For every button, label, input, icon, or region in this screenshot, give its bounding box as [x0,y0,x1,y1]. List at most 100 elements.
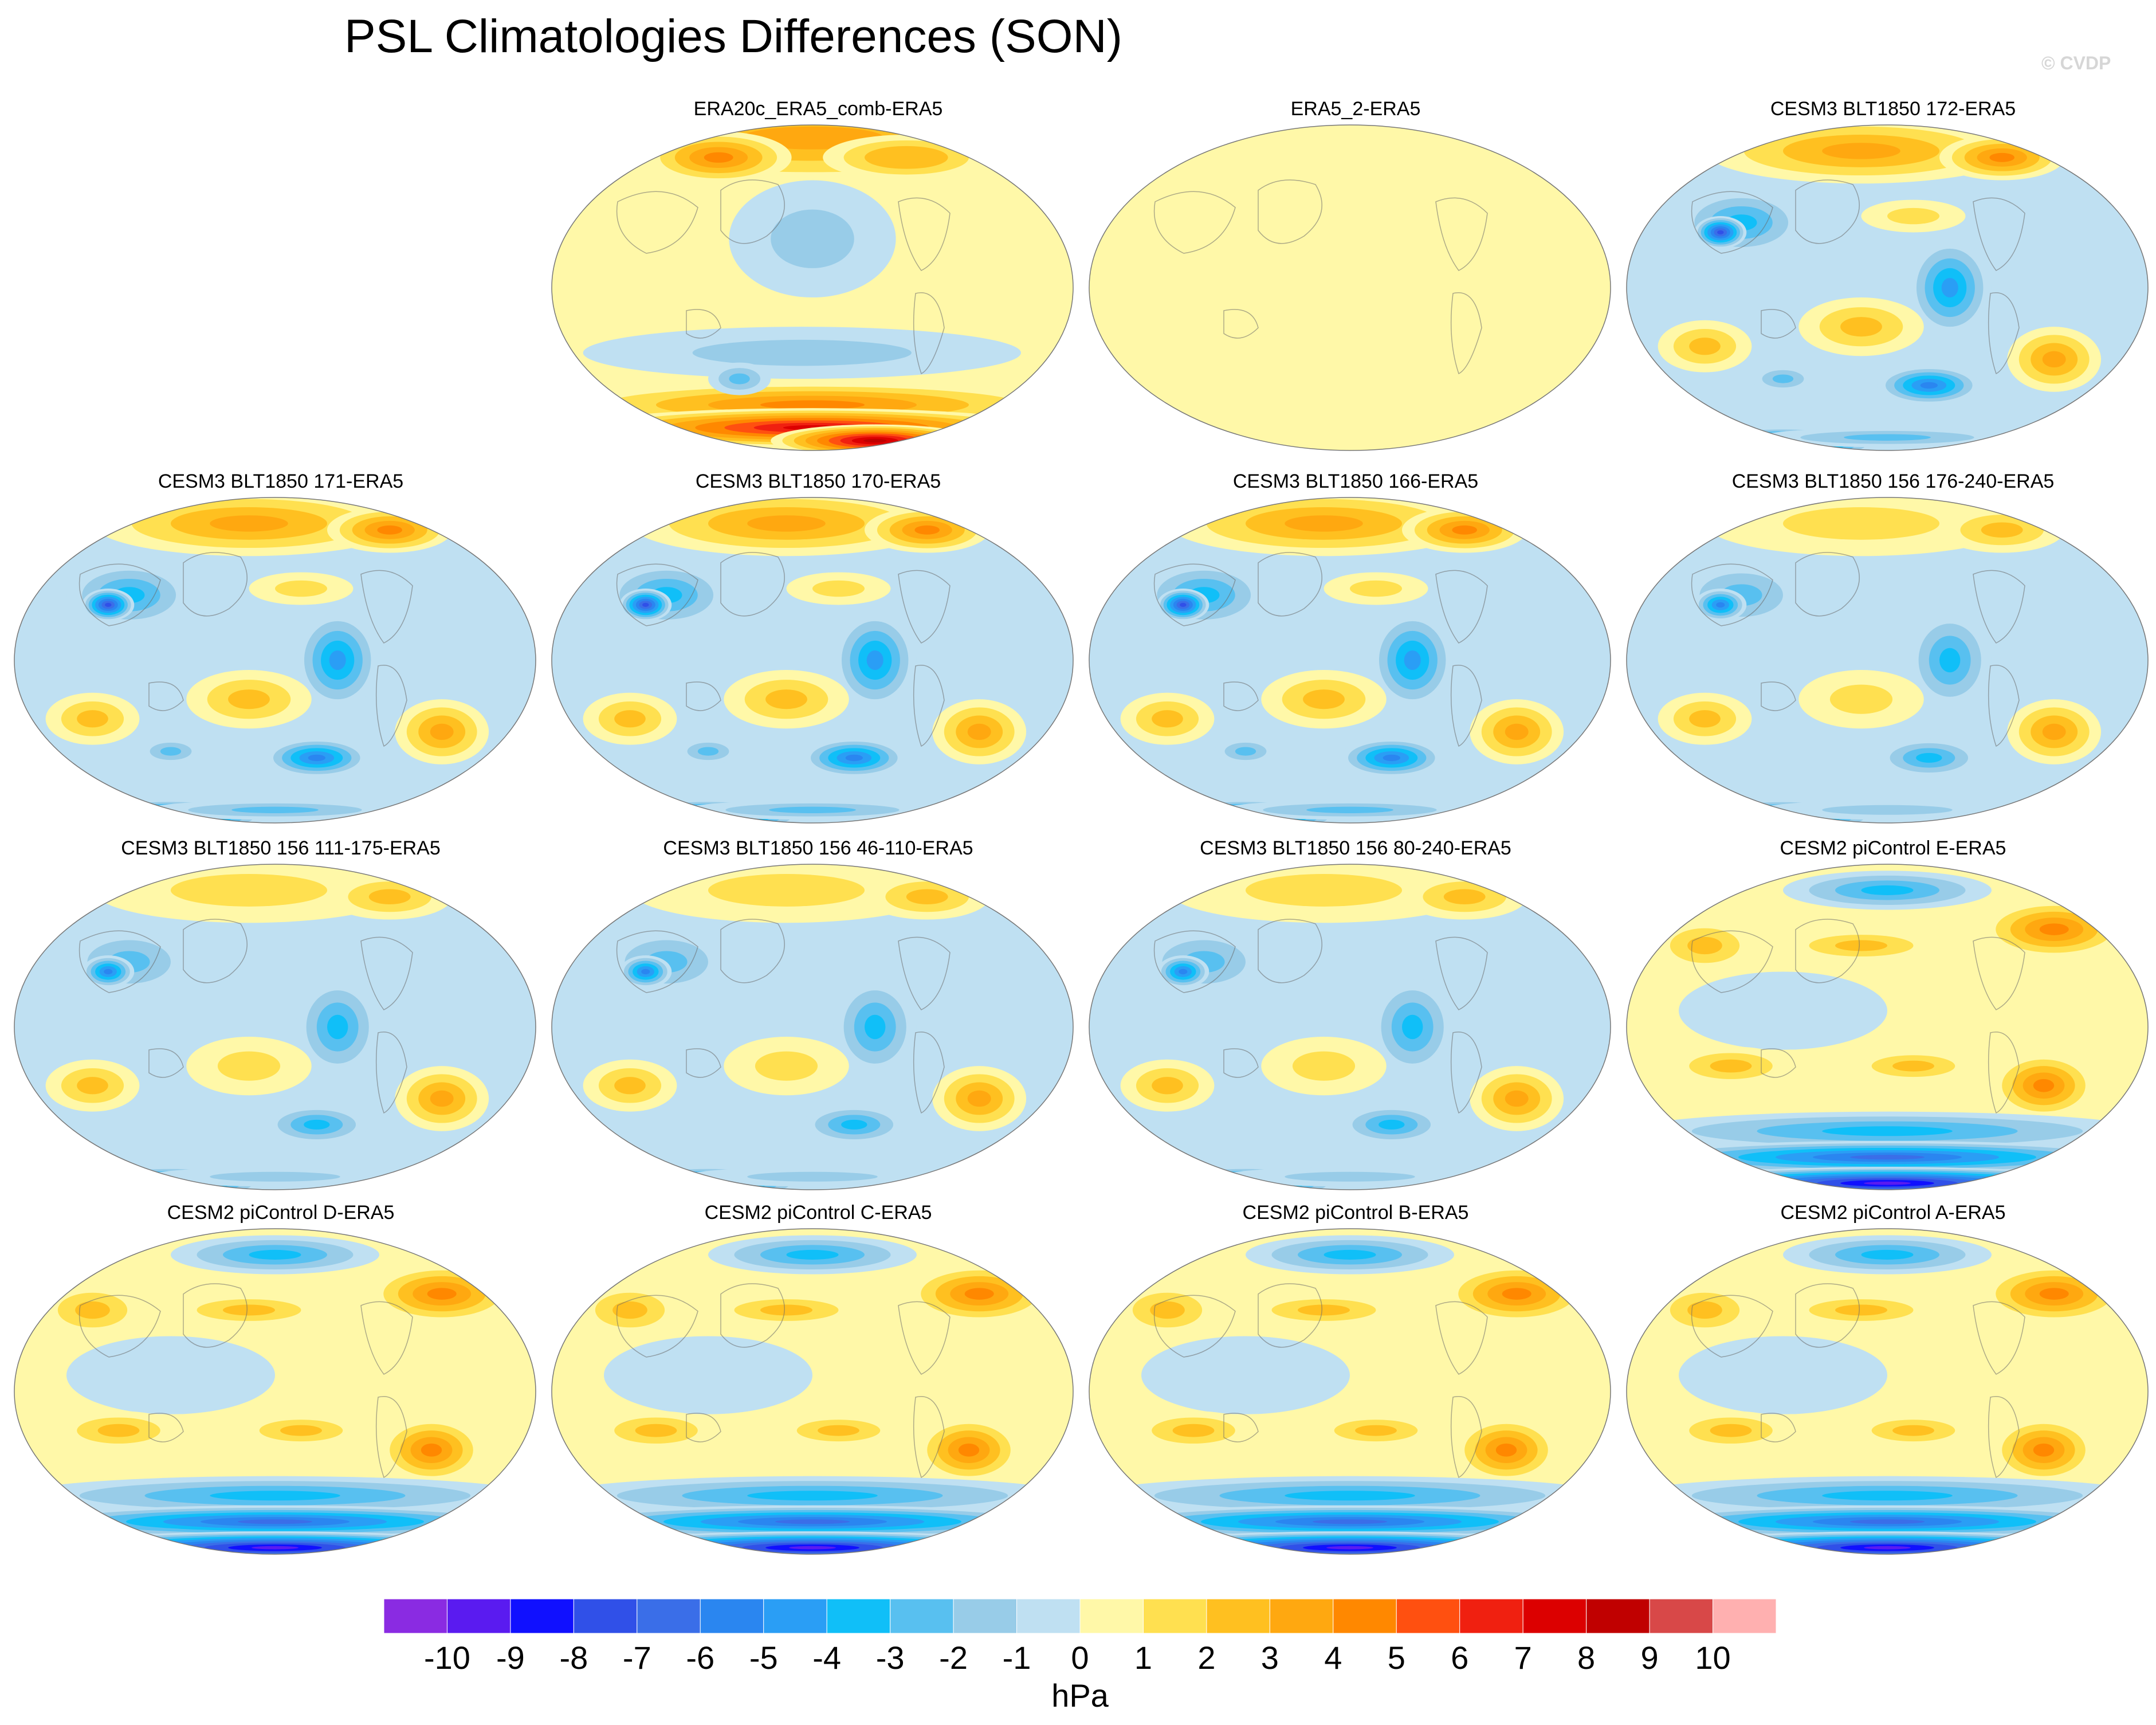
contour-region [1783,507,1939,540]
contour-region [252,1546,299,1550]
panel-title: ERA20c_ERA5_comb-ERA5 [693,98,943,120]
coastline [1223,1048,1259,1078]
map-field [551,497,1074,824]
contour-region [1887,207,1939,225]
map-field [14,497,536,824]
coastline [1795,919,1860,983]
coastline [1761,1048,1796,1078]
map-field [14,864,536,1190]
map-field [1089,497,1611,824]
contour-region [1179,969,1188,975]
coastline [375,1396,407,1479]
contour-region [1285,515,1363,532]
contour-region [1235,814,1256,818]
coastline [616,563,698,626]
colorbar-box [1206,1598,1270,1634]
contour-region [1324,1249,1376,1260]
map-outline [1089,1228,1611,1555]
contour-region [489,515,531,532]
contour-region [1861,1249,1914,1260]
contour-region [1861,885,1914,895]
contour-region [1355,1425,1397,1436]
contour-region [2039,923,2069,935]
colorbar-box [573,1598,638,1634]
contour-region [1689,710,1721,728]
contour-region [865,1014,886,1040]
coastline [686,309,721,339]
map-panel: CESM3 BLT1850 156 176-240-ERA5 [1624,469,2156,824]
colorbar-box [383,1598,447,1634]
contour-region [760,1304,812,1316]
contour-region [687,813,729,820]
coastline [898,936,951,1010]
map-panel: CESM3 BLT1850 156 46-110-ERA5 [549,836,1087,1191]
contour-region [1246,874,1402,907]
coastline [1691,563,1773,626]
contour-region [1152,710,1183,728]
map-panel: CESM3 BLT1850 172-ERA5 [1624,96,2156,452]
contour-region [1505,723,1529,740]
contour-region [812,580,865,597]
colorbar-tick-label: -7 [622,1640,651,1676]
contour-region [1404,650,1421,671]
coastline [1691,930,1773,993]
colorbar-tick-label: 7 [1514,1640,1532,1676]
map-panel: CESM2 piControl D-ERA5 [11,1200,550,1555]
panel-title: CESM3 BLT1850 166-ERA5 [1232,471,1479,492]
coastline [1153,191,1236,254]
contour-region [75,1301,110,1319]
contour-region [223,1304,275,1316]
panel-title: CESM3 BLT1850 156 111-175-ERA5 [121,837,441,859]
contour-region [1687,936,1722,955]
contour-region [1710,1059,1752,1073]
contour-region [308,754,325,762]
contour-region [1835,940,1887,951]
contour-region [1141,1336,1350,1414]
map-outline [14,1228,536,1555]
map-panel: CESM2 piControl A-ERA5 [1624,1200,2156,1555]
contour-region [1522,497,1611,550]
contour-region [1920,382,1938,389]
contour-region [1235,747,1256,756]
contour-region [885,151,928,163]
coastline [1223,1413,1259,1442]
map-panel: CESM3 BLT1850 156 111-175-ERA5 [11,836,550,1191]
contour-region [104,969,113,975]
contour-region [427,1288,457,1300]
contour-region [1844,434,1931,441]
coastline [913,665,945,747]
contour-region [747,1491,878,1501]
map-panel: CESM3 BLT1850 171-ERA5 [11,469,550,824]
contour-region [1850,1519,1925,1524]
map-field [1626,1228,2149,1555]
contour-region [866,650,883,671]
colorbar-box [1586,1598,1650,1634]
contour-region [210,1491,340,1501]
contour-region [1150,1301,1185,1319]
colorbar-tick-label: 4 [1324,1640,1342,1676]
contour-region [1822,143,1900,159]
coastline [720,552,785,617]
coastline [375,1032,407,1114]
contour-region [329,650,346,671]
coastline [148,681,184,711]
contour-region [1234,1181,1258,1186]
contour-region [1313,1519,1387,1524]
contour-region [1495,1443,1517,1457]
credit-watermark: © CVDP [2041,53,2111,73]
panel-title: CESM3 BLT1850 156 46-110-ERA5 [663,837,973,859]
contour-region [747,515,826,532]
coastline [183,919,248,983]
contour-region [863,438,887,443]
contour-region [1204,199,1413,343]
coastline [1795,179,1860,244]
contour-region [2101,142,2143,160]
contour-region [1771,814,1795,819]
colorbar-tick-label: -8 [559,1640,588,1676]
coastline [148,1048,184,1078]
colorbar-tick-label: 2 [1197,1640,1216,1676]
coastline [686,681,721,711]
panel-title: CESM2 piControl C-ERA5 [704,1202,932,1224]
coastline [183,1283,248,1348]
map-field [1626,497,2149,824]
